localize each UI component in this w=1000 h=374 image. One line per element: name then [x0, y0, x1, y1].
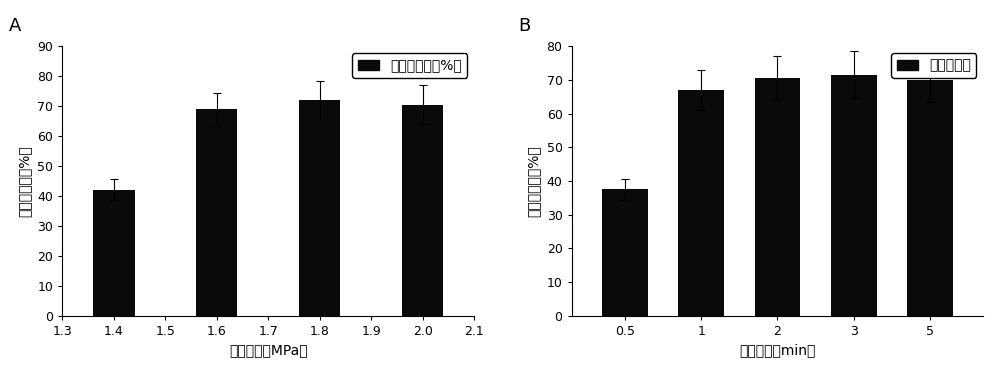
Bar	[299, 100, 340, 316]
Bar	[831, 75, 877, 316]
Bar	[755, 78, 800, 316]
Y-axis label: 壳膜溶解率（%）: 壳膜溶解率（%）	[18, 145, 32, 217]
Legend: 壳膜溶解率: 壳膜溶解率	[891, 53, 976, 78]
Bar	[602, 189, 648, 316]
Bar	[678, 90, 724, 316]
X-axis label: 保压时间（min）: 保压时间（min）	[739, 343, 816, 357]
Legend: 壳膜溶解率（%）: 壳膜溶解率（%）	[352, 53, 467, 78]
Bar	[402, 105, 443, 316]
Text: B: B	[518, 18, 530, 36]
Bar	[93, 190, 135, 316]
Bar	[196, 109, 237, 316]
Text: A: A	[9, 18, 21, 36]
X-axis label: 汽爆压力（MPa）: 汽爆压力（MPa）	[229, 343, 308, 357]
Y-axis label: 壳膜溶解率（%）: 壳膜溶解率（%）	[527, 145, 541, 217]
Bar	[907, 80, 953, 316]
